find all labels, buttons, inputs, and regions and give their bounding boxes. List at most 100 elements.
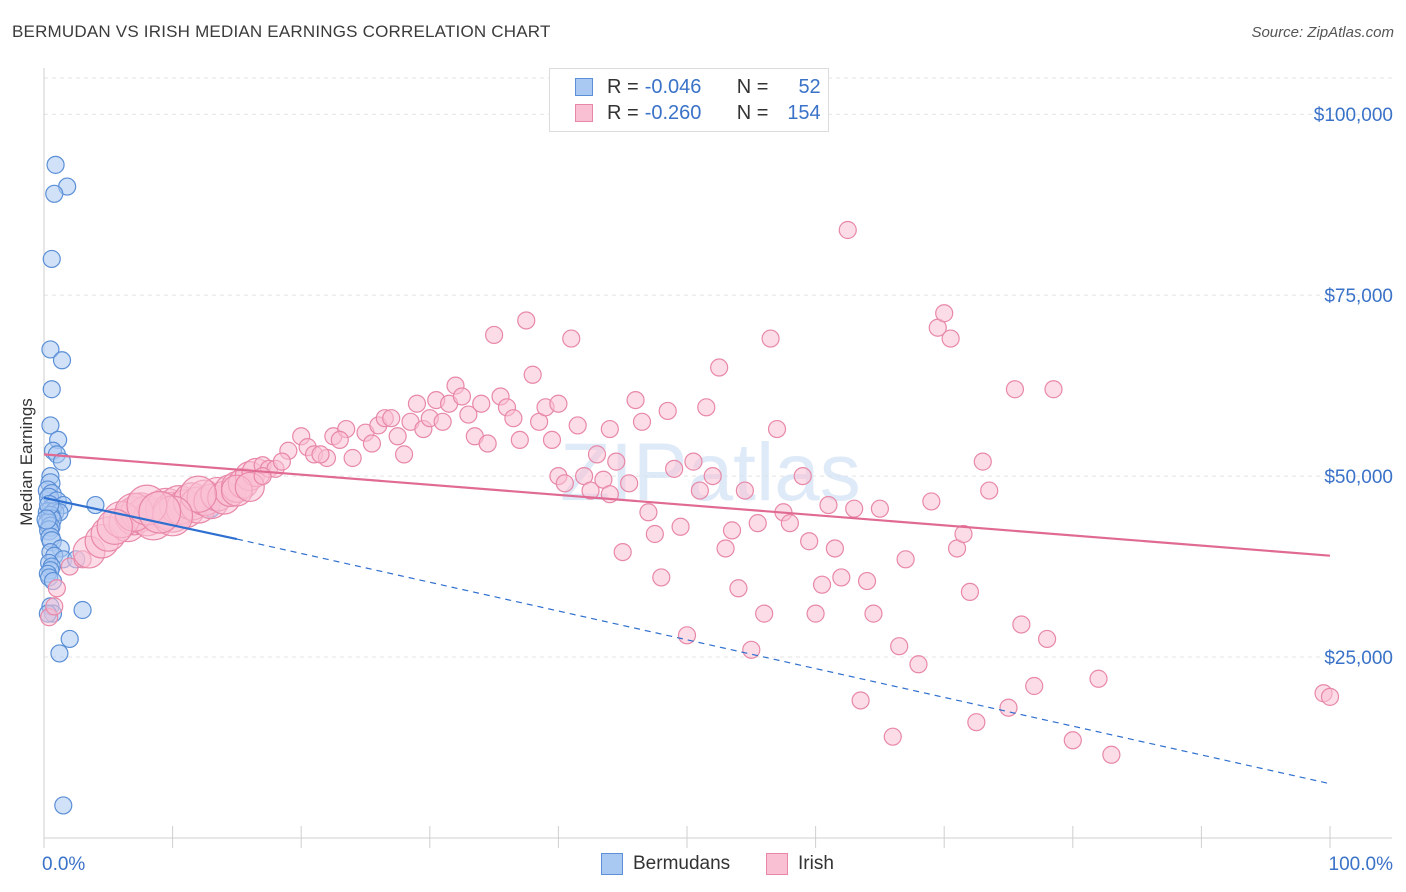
irish-point (272, 452, 292, 471)
irish-point (523, 365, 542, 384)
legend-swatch-irish (575, 104, 593, 122)
bermudans-point (46, 155, 65, 174)
irish-point (382, 409, 401, 428)
irish-point (722, 521, 742, 540)
irish-point (542, 430, 562, 450)
irish-point (941, 329, 960, 348)
irish-point (568, 416, 587, 435)
irish-point (388, 427, 407, 446)
irish-point (999, 698, 1018, 717)
irish-point (510, 430, 529, 450)
irish-point (806, 604, 825, 623)
irish-point (825, 539, 844, 558)
irish-point (1044, 380, 1063, 399)
irish-point (504, 409, 523, 428)
irish-point (748, 514, 767, 533)
bermudans-trend-extension (236, 538, 1331, 785)
irish-point (742, 640, 761, 659)
irish-point (819, 495, 838, 515)
irish-point (620, 474, 639, 493)
irish-point (138, 490, 182, 534)
irish-point (517, 311, 536, 330)
irish-point (1037, 629, 1057, 649)
irish-point (800, 532, 819, 551)
irish-point (703, 466, 722, 486)
irish-trend-line (43, 453, 1331, 557)
irish-point (767, 419, 787, 439)
irish-point (607, 452, 626, 471)
tick-labels: $25,000 $50,000 $75,000 $100,000 0.0% 100.0% (42, 105, 1393, 875)
legend: R = -0.046 N = 52 R = -0.260 N = 154 (549, 68, 829, 132)
bermudans-point (52, 351, 72, 370)
irish-point (1012, 615, 1031, 634)
n-label: N = (736, 101, 769, 124)
irish-point (690, 481, 709, 500)
bermudans-point (50, 644, 69, 663)
irish-point (780, 514, 799, 533)
irish-point (407, 394, 427, 413)
irish-point (600, 419, 619, 439)
irish-point (1025, 676, 1044, 696)
legend-label-irish: Irish (798, 853, 834, 874)
y-tick-label: $100,000 (1314, 105, 1393, 126)
irish-point (1320, 687, 1340, 706)
y-tick-label: $75,000 (1324, 286, 1393, 307)
n-value: 52 (798, 75, 821, 98)
bermudans-point (73, 600, 92, 620)
irish-point (935, 304, 954, 323)
irish-point (658, 401, 677, 421)
n-label: N = (736, 75, 769, 98)
irish-point (697, 398, 716, 417)
irish-point (954, 524, 973, 544)
n-value: 154 (787, 101, 821, 124)
data-points (36, 155, 1340, 815)
irish-point (973, 452, 992, 471)
irish-point (922, 492, 941, 511)
bermudans-point (41, 416, 60, 435)
irish-point (343, 448, 362, 468)
irish-point (1089, 669, 1108, 688)
irish-point (1063, 731, 1082, 750)
irish-point (311, 445, 330, 464)
irish-point (47, 579, 66, 598)
irish-point (812, 575, 832, 594)
bermudans-point (36, 509, 57, 530)
legend-label-bermudans: Bermudans (633, 853, 731, 874)
x-tick-label: 0.0% (42, 854, 85, 875)
r-value: -0.046 (644, 75, 702, 98)
irish-point (793, 466, 812, 486)
irish-point (330, 430, 349, 450)
irish-point (845, 499, 864, 518)
irish-point (1005, 380, 1025, 399)
irish-point (665, 459, 684, 478)
irish-point (45, 597, 64, 616)
irish-point (362, 434, 382, 453)
legend-swatch-irish (766, 853, 788, 875)
y-tick-label: $50,000 (1324, 467, 1393, 488)
legend-item-irish[interactable]: Irish (766, 852, 834, 876)
irish-point (549, 394, 568, 413)
irish-point (613, 542, 632, 562)
irish-point (652, 568, 671, 587)
irish-point (394, 445, 414, 464)
irish-point (478, 434, 497, 453)
irish-point (838, 220, 857, 240)
irish-point (684, 452, 703, 471)
legend-row-bermudans: R = -0.046 N = 52 (575, 74, 821, 100)
chart-title: BERMUDAN VS IRISH MEDIAN EARNINGS CORREL… (12, 22, 551, 41)
irish-point (1102, 745, 1121, 764)
irish-point (555, 474, 574, 493)
irish-point (179, 475, 218, 513)
y-tick-label: $25,000 (1324, 648, 1393, 669)
source-label: Source: ZipAtlas.com (1251, 24, 1394, 41)
irish-point (472, 394, 491, 413)
irish-point (729, 579, 748, 598)
r-value: -0.260 (644, 101, 702, 124)
legend-item-bermudans[interactable]: Bermudans (601, 852, 730, 876)
irish-point (581, 481, 600, 500)
irish-point (735, 481, 754, 500)
irish-point (761, 329, 780, 348)
irish-point (639, 503, 658, 522)
irish-point (710, 358, 729, 377)
